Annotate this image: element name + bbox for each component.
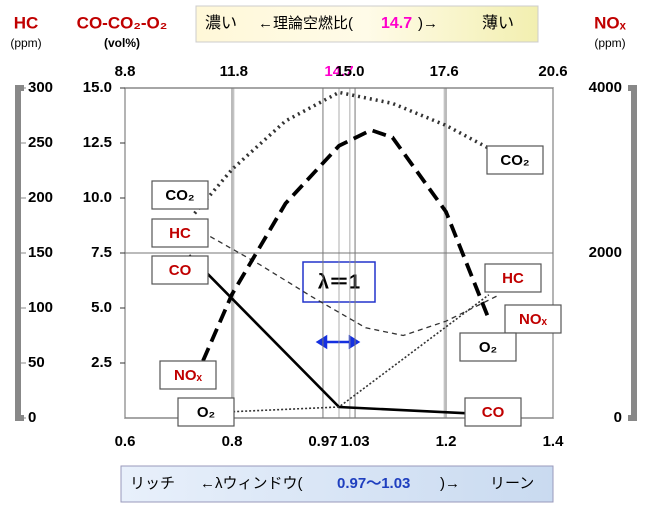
y2-tick-label: 2000 [589, 244, 622, 261]
series-label: CO₂ [165, 187, 194, 204]
labels: 0.6 0.8 0.97 1.03 1.2 1.48.8 11.8 14.715.0 17.6 2… [28, 63, 622, 450]
banner-value: 14.7 [381, 15, 412, 32]
banner-left: 濃い [205, 14, 237, 32]
y3-tick-label: 200 [28, 189, 53, 206]
hc-unit: (ppm) [10, 36, 41, 50]
x2-tick-label: 8.8 [115, 63, 136, 80]
x2-tick-label: 17.6 [430, 63, 459, 80]
series-label: O₂ [197, 404, 215, 421]
lambda-arrow [315, 334, 361, 350]
y3-tick-label: 300 [28, 79, 53, 96]
y-tick-label: 2.5 [91, 354, 112, 371]
bottom-suffix: )→ [440, 475, 460, 492]
series-label: CO [169, 262, 192, 279]
y3-tick-label: 150 [28, 244, 53, 261]
series-line [193, 90, 501, 215]
series-label-box [159, 360, 217, 390]
banner-right: 薄い [482, 14, 514, 32]
y3-tick-label: 100 [28, 299, 53, 316]
banner-prefix: ←理論空燃比( [258, 14, 353, 32]
y3-tick-label: 250 [28, 134, 53, 151]
series-label-box [484, 263, 542, 293]
nox-unit: (ppm) [594, 36, 625, 50]
y-tick-label: 15.0 [83, 79, 112, 96]
series-label-box [151, 255, 209, 285]
bottom-prefix: ←λウィンドウ( [200, 475, 303, 492]
y3-tick-label: 0 [28, 409, 36, 426]
series-label-box [504, 304, 562, 334]
series-label-box [459, 332, 517, 362]
series-label: O₂ [479, 339, 497, 356]
x-tick-label: 0.6 [115, 433, 136, 450]
series-label: CO [482, 404, 505, 421]
right-bracket [628, 85, 637, 421]
series-label-box [177, 397, 235, 427]
series-label-box [486, 145, 544, 175]
y-tick-label: 7.5 [91, 244, 112, 261]
y-tick-label: 5.0 [91, 299, 112, 316]
x2-tick-label: 15.0 [335, 63, 364, 80]
series-label: HC [169, 225, 191, 242]
nox-header: NOₓ [594, 13, 627, 32]
bottom-left: リッチ [130, 475, 175, 492]
y2-tick-label: 0 [614, 409, 622, 426]
y-tick-label: 12.5 [83, 134, 112, 151]
x2-tick-label: 20.6 [538, 63, 567, 80]
bottom-banner [120, 465, 554, 503]
vol-unit: (vol%) [104, 36, 140, 50]
y2-tick-label: 4000 [589, 79, 622, 96]
x2-tick-label: 14.7 [324, 63, 353, 80]
bottom-value: 0.97～1.03 [337, 475, 410, 492]
series-label: NOₓ [519, 311, 548, 328]
x-tick-label: 1.4 [543, 433, 565, 450]
vol-header: CO-CO₂-O₂ [77, 13, 168, 32]
hc-header: HC [14, 13, 39, 32]
y3-tick-label: 50 [28, 354, 45, 371]
top-banner [195, 5, 539, 43]
series-label: CO₂ [500, 152, 529, 169]
banner-suffix: )→ [418, 15, 438, 32]
x-tick-label: 0.97 [308, 433, 337, 450]
bottom-right: リーン [490, 475, 534, 492]
series-line [192, 128, 491, 381]
x-tick-label: 0.8 [222, 433, 243, 450]
x-tick-label: 1.2 [436, 433, 457, 450]
x2-tick-label: 11.8 [220, 63, 248, 80]
x-tick-label: 1.03 [340, 433, 369, 450]
y-tick-label: 10.0 [83, 189, 112, 206]
series-label-box [151, 218, 209, 248]
series-line [194, 227, 500, 337]
lines [188, 90, 501, 415]
series-label: NOₓ [174, 367, 203, 384]
series-label-box [464, 397, 522, 427]
series-label-box [151, 180, 209, 210]
series-line [189, 294, 490, 415]
series-label: HC [502, 270, 524, 287]
grid [20, 87, 554, 419]
